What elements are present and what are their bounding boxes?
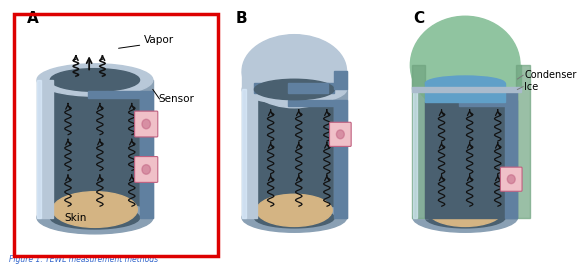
Text: Ice: Ice: [524, 82, 538, 92]
Bar: [255, 89, 334, 218]
Bar: [37, 80, 50, 218]
Ellipse shape: [142, 119, 150, 129]
Text: Sensor: Sensor: [158, 94, 194, 104]
Ellipse shape: [413, 75, 517, 104]
Ellipse shape: [255, 208, 334, 228]
Bar: [255, 83, 334, 93]
Ellipse shape: [242, 203, 346, 232]
Bar: [505, 89, 517, 218]
Text: Skin: Skin: [65, 213, 87, 223]
Bar: [413, 89, 428, 218]
Bar: [334, 71, 346, 89]
Ellipse shape: [50, 69, 140, 91]
Ellipse shape: [242, 35, 346, 108]
Bar: [334, 100, 346, 218]
Bar: [425, 83, 505, 102]
FancyBboxPatch shape: [135, 157, 158, 183]
Ellipse shape: [242, 75, 346, 104]
Ellipse shape: [425, 79, 505, 100]
FancyBboxPatch shape: [501, 167, 522, 191]
Ellipse shape: [255, 79, 334, 100]
Bar: [425, 102, 505, 218]
Bar: [50, 80, 140, 218]
Bar: [505, 89, 517, 218]
Ellipse shape: [37, 64, 153, 96]
Ellipse shape: [336, 130, 345, 139]
Bar: [412, 87, 521, 92]
Bar: [459, 100, 505, 106]
Text: A: A: [27, 11, 38, 26]
Bar: [37, 80, 53, 218]
Bar: [242, 89, 255, 218]
Ellipse shape: [142, 165, 150, 174]
Bar: [413, 89, 425, 218]
Ellipse shape: [411, 16, 520, 114]
Text: Condenser: Condenser: [524, 70, 577, 80]
Bar: [334, 89, 346, 218]
Text: Figure 1. TEWL measurement methods: Figure 1. TEWL measurement methods: [9, 255, 158, 264]
Ellipse shape: [256, 194, 332, 226]
Ellipse shape: [508, 175, 515, 184]
Ellipse shape: [425, 208, 505, 228]
Text: Vapor: Vapor: [144, 35, 175, 45]
Bar: [37, 80, 41, 218]
FancyBboxPatch shape: [135, 111, 158, 137]
Bar: [516, 65, 530, 218]
Bar: [288, 100, 334, 106]
Bar: [14, 14, 218, 256]
Bar: [505, 100, 517, 218]
Bar: [88, 91, 140, 98]
Bar: [413, 89, 416, 218]
FancyBboxPatch shape: [329, 122, 351, 146]
Bar: [288, 83, 328, 93]
Ellipse shape: [37, 202, 153, 234]
Ellipse shape: [425, 76, 505, 91]
Ellipse shape: [53, 192, 137, 227]
Bar: [425, 89, 505, 218]
Ellipse shape: [427, 194, 503, 226]
Bar: [242, 89, 246, 218]
Bar: [412, 65, 521, 89]
Text: C: C: [413, 11, 424, 26]
Bar: [242, 71, 346, 89]
Ellipse shape: [255, 79, 334, 100]
Ellipse shape: [413, 203, 517, 232]
Bar: [412, 65, 425, 218]
Ellipse shape: [50, 206, 140, 229]
Bar: [140, 80, 153, 218]
Bar: [140, 91, 153, 218]
Bar: [242, 89, 257, 218]
Text: B: B: [235, 11, 247, 26]
